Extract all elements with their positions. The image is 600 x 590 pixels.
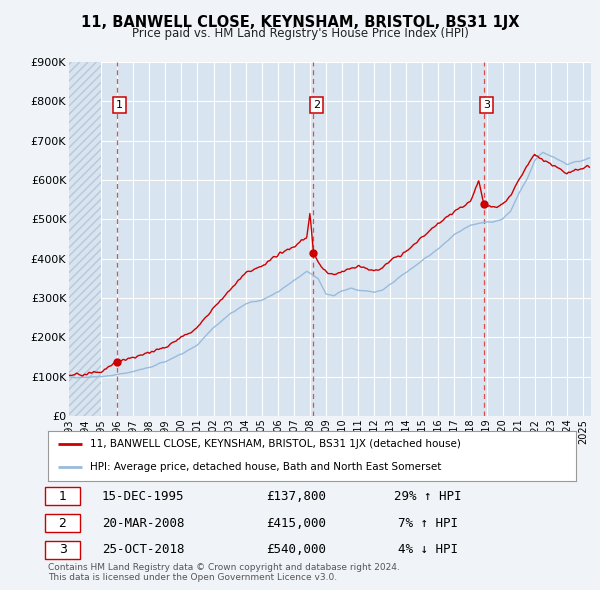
Text: £540,000: £540,000 (266, 543, 326, 556)
Text: 1: 1 (59, 490, 67, 503)
Text: 4% ↓ HPI: 4% ↓ HPI (398, 543, 458, 556)
Text: 11, BANWELL CLOSE, KEYNSHAM, BRISTOL, BS31 1JX (detached house): 11, BANWELL CLOSE, KEYNSHAM, BRISTOL, BS… (90, 439, 461, 449)
Text: £415,000: £415,000 (266, 516, 326, 530)
Bar (69, 62, 101, 416)
Text: 3: 3 (59, 543, 67, 556)
Text: 3: 3 (483, 100, 490, 110)
Text: 29% ↑ HPI: 29% ↑ HPI (394, 490, 462, 503)
Text: 2: 2 (313, 100, 320, 110)
Text: 20-MAR-2008: 20-MAR-2008 (102, 516, 184, 530)
Text: 25-OCT-2018: 25-OCT-2018 (102, 543, 184, 556)
Text: 7% ↑ HPI: 7% ↑ HPI (398, 516, 458, 530)
FancyBboxPatch shape (46, 487, 80, 505)
Text: This data is licensed under the Open Government Licence v3.0.: This data is licensed under the Open Gov… (48, 573, 337, 582)
Text: 11, BANWELL CLOSE, KEYNSHAM, BRISTOL, BS31 1JX: 11, BANWELL CLOSE, KEYNSHAM, BRISTOL, BS… (81, 15, 519, 30)
FancyBboxPatch shape (46, 541, 80, 559)
Text: Contains HM Land Registry data © Crown copyright and database right 2024.: Contains HM Land Registry data © Crown c… (48, 563, 400, 572)
Text: £137,800: £137,800 (266, 490, 326, 503)
Text: 2: 2 (59, 516, 67, 530)
Text: 15-DEC-1995: 15-DEC-1995 (102, 490, 184, 503)
Text: HPI: Average price, detached house, Bath and North East Somerset: HPI: Average price, detached house, Bath… (90, 463, 442, 473)
Text: 1: 1 (116, 100, 123, 110)
Text: Price paid vs. HM Land Registry's House Price Index (HPI): Price paid vs. HM Land Registry's House … (131, 27, 469, 40)
FancyBboxPatch shape (46, 514, 80, 532)
